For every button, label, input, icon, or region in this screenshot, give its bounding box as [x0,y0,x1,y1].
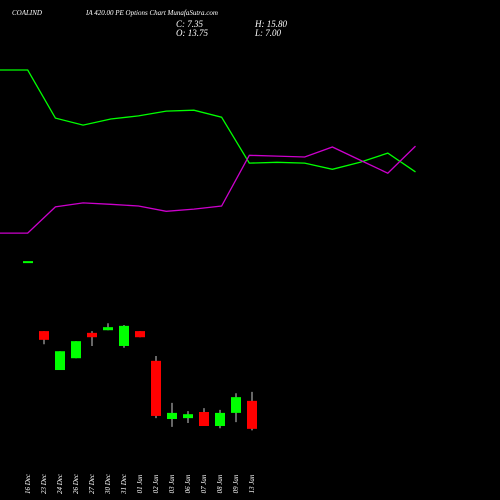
x-tick-label: 09 Jan [232,474,240,493]
candle-body [119,325,129,346]
candle-body [183,414,193,419]
x-tick-label: 31 Dec [120,473,128,495]
x-tick-label: 24 Dec [56,473,64,494]
x-tick-label: 16 Dec [24,473,32,494]
candle-body [199,412,209,427]
chart-title: COALIND [12,9,42,17]
x-tick-label: 06 Jan [184,474,192,493]
candle-body [247,400,257,429]
x-tick-label: 27 Dec [88,473,96,494]
candle-body [87,332,97,338]
x-tick-label: 08 Jan [216,474,224,493]
candle-body [231,397,241,413]
ohlc-label: O: 13.75 [176,28,208,38]
candle-body [23,261,33,264]
candle-body [215,412,225,427]
candle-body [39,331,49,340]
x-tick-label: 23 Dec [40,473,48,494]
indicator-line [0,145,416,234]
x-tick-label: 02 Jan [152,474,160,493]
x-tick-label: 07 Jan [200,474,208,493]
x-tick-label: 03 Jan [168,474,176,493]
candle-body [135,331,145,338]
ohlc-label: L: 7.00 [254,28,282,38]
x-tick-label: 13 Jan [248,474,256,493]
candle-body [167,412,177,420]
candle-body [151,360,161,416]
candle-body [55,351,65,371]
candle-body [71,341,81,359]
chart-subtitle: IA 420.00 PE Options Chart MunafaSutra.c… [85,9,218,17]
candle-body [103,327,113,331]
x-tick-label: 01 Jan [136,474,144,493]
x-tick-label: 30 Dec [104,473,112,495]
indicator-line [0,69,416,173]
ohlc-label: H: 15.80 [254,19,287,29]
ohlc-label: C: 7.35 [176,19,204,29]
x-tick-label: 26 Dec [72,473,80,494]
